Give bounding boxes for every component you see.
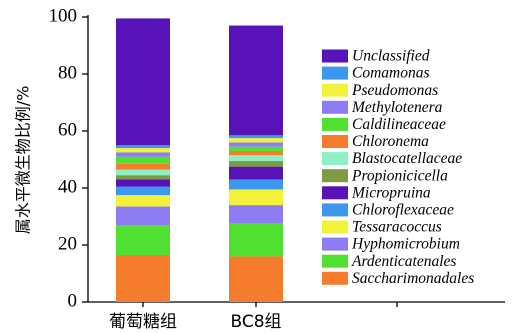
legend-swatch [322,220,348,234]
legend-label: Methylotenera [351,99,443,116]
legend-label: Blastocatellaceae [352,150,462,167]
bar-segment [116,156,170,164]
bar-segment [229,189,283,206]
bars [116,18,283,302]
bar-segment [116,179,170,187]
bar-segment [116,145,170,149]
bar-segment [229,25,283,136]
bar-segment [116,152,170,157]
bar-segment [229,256,283,302]
x-tick-label: 葡萄糖组 [109,312,177,332]
bar-segment [229,223,283,257]
y-tick-label: 100 [49,5,78,26]
legend-swatch [322,100,348,114]
legend-label: Micropruina [351,184,431,201]
legend-swatch [322,254,348,268]
legend-label: Chloroflexaceae [352,201,454,218]
legend-swatch [322,169,348,183]
bar-segment [229,205,283,224]
legend-label: Hyphomicrobium [351,236,460,253]
legend-label: Tessaracoccus [352,219,442,236]
legend-label: Comamonas [352,65,430,82]
legend-label: Unclassified [352,48,430,65]
bar-segment [229,135,283,139]
bar-segment [116,18,170,146]
legend-label: Caldilineaceae [352,116,446,133]
legend: UnclassifiedComamonasPseudomonasMethylot… [322,48,474,287]
bar-segment [229,179,283,190]
legend-label: Ardenticatenales [351,253,456,270]
bar-segment [229,166,283,180]
legend-swatch [322,83,348,97]
legend-label: Chloronema [352,133,429,150]
bar-segment [116,169,170,176]
x-axis: 葡萄糖组 BC8组 [88,301,505,332]
bar-segment [229,138,283,143]
legend-swatch [322,135,348,148]
legend-swatch [322,271,348,285]
bar-segment [229,155,283,161]
bar-segment [116,148,170,153]
legend-swatch [322,117,348,131]
legend-swatch [322,203,348,217]
y-axis: 0 20 40 60 80 100 [49,5,89,311]
bar-segment [116,163,170,170]
y-tick-label: 40 [58,176,77,197]
bar-segment [229,150,283,156]
bar-segment [116,195,170,207]
bar-segment [116,254,170,302]
bar-segment [229,146,283,151]
legend-swatch [322,237,348,251]
y-tick-label: 20 [58,233,77,254]
bar-segment [229,142,283,147]
bar-segment [116,225,170,255]
y-tick-label: 80 [58,62,77,83]
legend-swatch [322,186,348,200]
legend-swatch [322,152,348,166]
y-tick-label: 0 [68,290,78,311]
bar-segment [116,186,170,196]
bar-segment [116,206,170,226]
legend-swatch [322,66,348,80]
x-tick-label: BC8组 [230,312,281,332]
legend-label: Propionicicella [351,167,448,184]
bar-segment [116,175,170,180]
legend-label: Pseudomonas [351,82,438,99]
legend-label: Saccharimonadales [352,270,474,287]
legend-swatch [322,49,348,63]
y-tick-label: 60 [58,119,77,140]
bar-segment [229,160,283,167]
y-axis-label: 属水平微生物比例/% [14,86,33,235]
